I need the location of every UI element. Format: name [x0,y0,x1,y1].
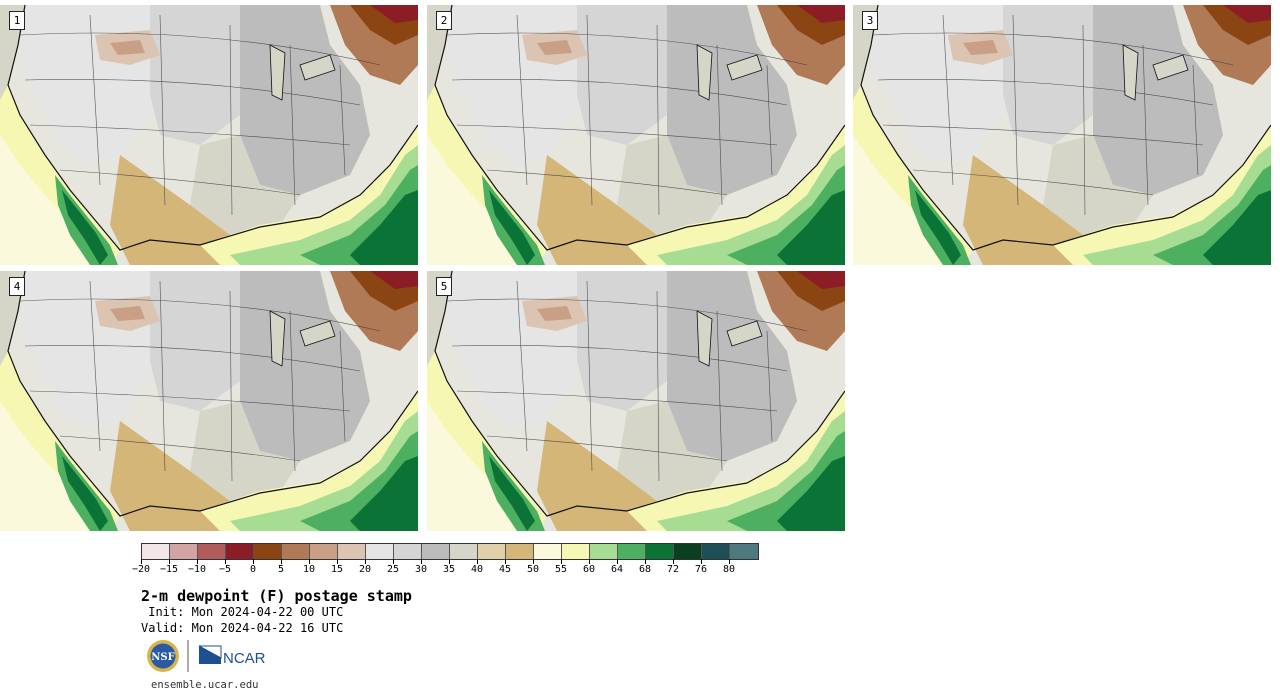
colorbar-swatch [338,544,366,559]
colorbar-swatch [590,544,618,559]
dewpoint-map [0,5,418,265]
colorbar-swatch [730,544,758,559]
colorbar-swatch [422,544,450,559]
colorbar-swatch [366,544,394,559]
colorbar-tick [701,559,702,564]
colorbar-tick [645,559,646,564]
colorbar-tick [589,559,590,564]
colorbar-swatch [310,544,338,559]
colorbar-tick-label: 55 [554,564,568,575]
ncar-logo-icon: NCAR [198,645,266,667]
colorbar-tick [169,559,170,564]
colorbar-swatch [618,544,646,559]
colorbar-tick [197,559,198,564]
init-time: Init: Mon 2024-04-22 00 UTC [141,605,344,619]
map-panel-4: 4 [0,271,418,531]
colorbar-swatch [534,544,562,559]
colorbar-tick-label: 60 [582,564,596,575]
nsf-logo-icon: NSF [147,640,179,672]
colorbar-tick [281,559,282,564]
colorbar-tick [309,559,310,564]
colorbar-tick-label: 76 [694,564,708,575]
valid-time: Valid: Mon 2024-04-22 16 UTC [141,621,344,635]
map-panel-2: 2 [427,5,845,265]
panel-number: 4 [9,277,25,296]
colorbar-swatch [674,544,702,559]
colorbar-tick-label: 80 [722,564,736,575]
colorbar-swatch [254,544,282,559]
colorbar-tick-label: 64 [610,564,624,575]
colorbar-tick [617,559,618,564]
colorbar-tick [141,559,142,564]
colorbar-swatch [646,544,674,559]
map-panel-3: 3 [853,5,1271,265]
colorbar-swatch [506,544,534,559]
colorbar-tick [365,559,366,564]
ncar-logo-text: NCAR [223,650,266,667]
panel-number: 2 [436,11,452,30]
colorbar-swatch [282,544,310,559]
colorbar-swatch [170,544,198,559]
colorbar-ticks: −20 −15 −10 −5 0 5 10 15 20 25 30 35 40 45 50 55 60 64 68 7… [132,559,757,579]
colorbar-tick [421,559,422,564]
colorbar-swatch [226,544,254,559]
colorbar-tick-label: −10 [187,564,207,575]
colorbar-tick-label: 68 [638,564,652,575]
colorbar-tick [673,559,674,564]
colorbar-swatch [702,544,730,559]
colorbar-tick [449,559,450,564]
colorbar-tick [729,559,730,564]
dewpoint-map [427,271,845,531]
panel-number: 5 [436,277,452,296]
colorbar-tick-label: 40 [470,564,484,575]
website-url: ensemble.ucar.edu [151,679,259,691]
colorbar-swatch [562,544,590,559]
dewpoint-map [0,271,418,531]
logos: NSF NCAR [145,638,275,674]
dewpoint-map [427,5,845,265]
colorbar-tick [561,559,562,564]
colorbar-tick-label: 45 [498,564,512,575]
colorbar-swatch [142,544,170,559]
map-panel-1: 1 [0,5,418,265]
colorbar-swatch [394,544,422,559]
colorbar-tick-label: 72 [666,564,680,575]
nsf-logo-text: NSF [151,652,174,663]
colorbar-tick-label: 25 [386,564,400,575]
colorbar-swatch [198,544,226,559]
dewpoint-map [853,5,1271,265]
colorbar-tick-label: 0 [249,564,257,575]
colorbar [141,543,759,560]
colorbar-tick [477,559,478,564]
colorbar-tick [505,559,506,564]
colorbar-swatch [450,544,478,559]
figure-title: 2-m dewpoint (F) postage stamp [141,587,412,605]
colorbar-tick-label: 10 [302,564,316,575]
colorbar-tick [393,559,394,564]
colorbar-tick-label: 35 [442,564,456,575]
colorbar-tick-label: −20 [131,564,151,575]
colorbar-tick-label: 30 [414,564,428,575]
colorbar-tick-label: 15 [330,564,344,575]
colorbar-tick-label: 20 [358,564,372,575]
colorbar-tick-label: −5 [218,564,232,575]
colorbar-tick-label: 5 [277,564,285,575]
map-panel-5: 5 [427,271,845,531]
colorbar-tick [225,559,226,564]
colorbar-tick-label: −15 [159,564,179,575]
colorbar-tick [253,559,254,564]
panel-number: 1 [9,11,25,30]
colorbar-swatch [478,544,506,559]
colorbar-tick [533,559,534,564]
colorbar-tick [337,559,338,564]
panel-number: 3 [862,11,878,30]
colorbar-tick-label: 50 [526,564,540,575]
